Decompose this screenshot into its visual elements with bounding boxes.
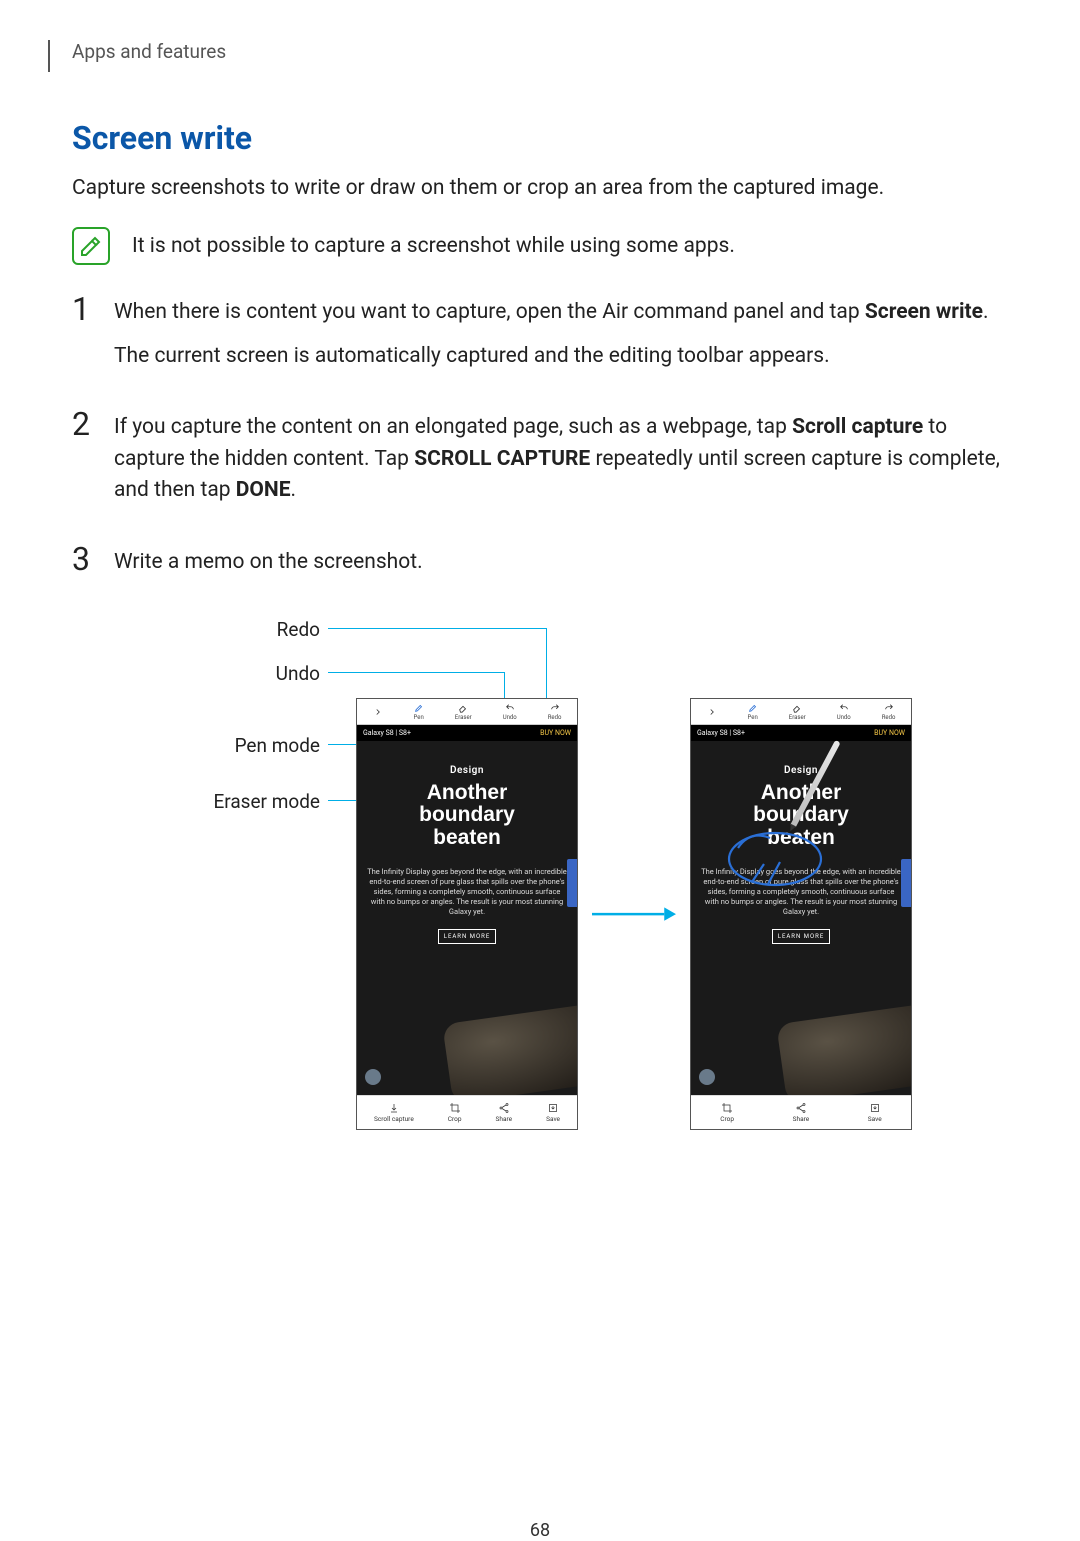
buy-now-link[interactable]: BUY NOW xyxy=(540,729,571,737)
toolbar-pen[interactable]: Pen xyxy=(414,703,424,721)
result-arrow-icon xyxy=(592,904,676,924)
scroll-capture-button[interactable]: Scroll capture xyxy=(374,1102,414,1123)
breadcrumb: Apps and features xyxy=(72,40,1080,63)
body-copy: The Infinity Display goes beyond the edg… xyxy=(367,867,567,918)
step-1-sub: The current screen is automatically capt… xyxy=(114,341,989,373)
feedback-tab[interactable] xyxy=(901,859,912,907)
leader-undo xyxy=(328,672,504,673)
step-1-text: When there is content you want to captur… xyxy=(114,297,989,329)
leader-redo-v xyxy=(546,628,547,700)
feedback-tab[interactable] xyxy=(567,859,578,907)
topbar-left: Galaxy S8 | S8+ xyxy=(363,729,411,737)
callout-eraser: Eraser mode xyxy=(213,790,320,813)
callout-pen: Pen mode xyxy=(235,734,320,757)
leader-redo xyxy=(328,628,546,629)
leader-undo-v xyxy=(504,672,505,700)
share-button[interactable]: Share xyxy=(793,1102,810,1123)
step-2-text: If you capture the content on an elongat… xyxy=(114,412,1008,507)
toolbar-back-icon[interactable] xyxy=(373,707,383,717)
body-copy: The Infinity Display goes beyond the edg… xyxy=(701,867,901,918)
note-icon xyxy=(72,227,110,265)
crop-button[interactable]: Crop xyxy=(448,1102,462,1123)
learn-more-button[interactable]: LEARN MORE xyxy=(438,929,496,944)
margin-mark xyxy=(48,40,50,72)
design-label: Design xyxy=(357,765,577,776)
note-text: It is not possible to capture a screensh… xyxy=(132,231,735,261)
toolbar-undo[interactable]: Undo xyxy=(837,703,851,721)
design-label: Design xyxy=(691,765,911,776)
toolbar-redo[interactable]: Redo xyxy=(882,703,896,721)
product-image xyxy=(776,1003,912,1104)
editor-toolbar: Pen Eraser Undo Redo xyxy=(357,699,577,725)
page-topbar: Galaxy S8 | S8+ BUY NOW xyxy=(357,725,577,741)
note-row: It is not possible to capture a screensh… xyxy=(72,227,1008,265)
save-button[interactable]: Save xyxy=(868,1102,882,1123)
step-number: 3 xyxy=(72,543,94,575)
buy-now-link[interactable]: BUY NOW xyxy=(874,729,905,737)
fab-icon[interactable] xyxy=(365,1069,381,1085)
figure-area: Redo Undo Pen mode Eraser mode Pen Erase… xyxy=(160,618,920,1158)
editor-toolbar: Pen Eraser Undo Redo xyxy=(691,699,911,725)
toolbar-eraser[interactable]: Eraser xyxy=(455,703,472,721)
step-number: 1 xyxy=(72,293,94,325)
step-2: 2 If you capture the content on an elong… xyxy=(72,412,1008,519)
headline: Another boundary beaten xyxy=(357,782,577,848)
toolbar-eraser[interactable]: Eraser xyxy=(789,703,806,721)
learn-more-button[interactable]: LEARN MORE xyxy=(772,929,830,944)
fab-icon[interactable] xyxy=(699,1069,715,1085)
callout-undo: Undo xyxy=(276,662,320,685)
page-topbar: Galaxy S8 | S8+ BUY NOW xyxy=(691,725,911,741)
step-number: 2 xyxy=(72,408,94,440)
phone-after: Pen Eraser Undo Redo Galaxy S8 | S8+ BUY… xyxy=(690,698,912,1130)
toolbar-back-icon[interactable] xyxy=(707,707,717,717)
share-button[interactable]: Share xyxy=(496,1102,513,1123)
step-1: 1 When there is content you want to capt… xyxy=(72,297,1008,384)
bottom-action-bar: Crop Share Save xyxy=(691,1095,911,1129)
section-title: Screen write xyxy=(72,119,1080,157)
intro-paragraph: Capture screenshots to write or draw on … xyxy=(72,173,1008,203)
page-number: 68 xyxy=(0,1520,1080,1541)
bottom-action-bar: Scroll capture Crop Share Save xyxy=(357,1095,577,1129)
save-button[interactable]: Save xyxy=(546,1102,560,1123)
toolbar-redo[interactable]: Redo xyxy=(548,703,562,721)
product-image xyxy=(442,1003,578,1104)
callout-redo: Redo xyxy=(277,618,320,641)
step-3: 3 Write a memo on the screenshot. xyxy=(72,547,1008,591)
phone-before: Pen Eraser Undo Redo Galaxy S8 | S8+ BUY… xyxy=(356,698,578,1130)
topbar-left: Galaxy S8 | S8+ xyxy=(697,729,745,737)
toolbar-pen[interactable]: Pen xyxy=(748,703,758,721)
step-3-text: Write a memo on the screenshot. xyxy=(114,547,423,579)
steps-list: 1 When there is content you want to capt… xyxy=(72,297,1008,590)
toolbar-undo[interactable]: Undo xyxy=(503,703,517,721)
crop-button[interactable]: Crop xyxy=(720,1102,734,1123)
